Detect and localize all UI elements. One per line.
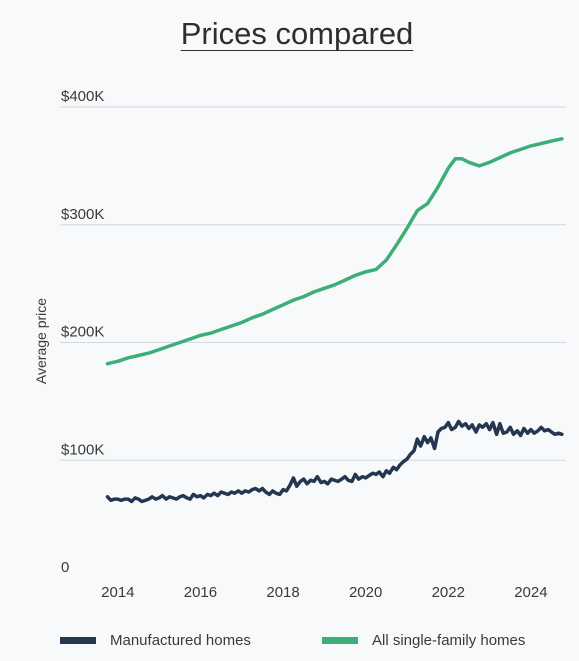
x-axis-ticks: 2014 2016 2018 2020 2022 2024 [101, 584, 547, 601]
y-tick-label: $200K [61, 324, 104, 341]
legend-item-manufactured-homes: Manufactured homes [60, 632, 251, 649]
y-axis-ticks: 0 $100K $200K $300K $400K [61, 88, 104, 576]
x-tick-label: 2024 [514, 584, 547, 601]
y-tick-label: $300K [61, 206, 104, 223]
legend-label-all-single-family-homes: All single-family homes [372, 632, 526, 649]
legend-swatch-all-single-family-homes [322, 637, 358, 644]
y-tick-label: $100K [61, 441, 104, 458]
y-axis-label: Average price [33, 298, 49, 384]
y-tick-label: $400K [61, 88, 104, 105]
series-line-manufactured-homes [105, 419, 564, 504]
x-tick-label: 2018 [266, 584, 299, 601]
x-tick-label: 2014 [101, 584, 134, 601]
x-tick-label: 2022 [432, 584, 465, 601]
legend-item-all-single-family-homes: All single-family homes [322, 632, 525, 649]
gridlines [60, 106, 566, 461]
series-lines [105, 137, 564, 504]
legend-label-manufactured-homes: Manufactured homes [110, 632, 251, 649]
chart-title: Prices compared [180, 16, 414, 51]
y-tick-label: 0 [61, 559, 69, 576]
x-tick-label: 2020 [349, 584, 382, 601]
series-line-all-single-family-homes [105, 137, 564, 366]
legend-swatch-manufactured-homes [60, 637, 96, 644]
x-tick-label: 2016 [184, 584, 217, 601]
legend: Manufactured homes All single-family hom… [0, 632, 579, 656]
